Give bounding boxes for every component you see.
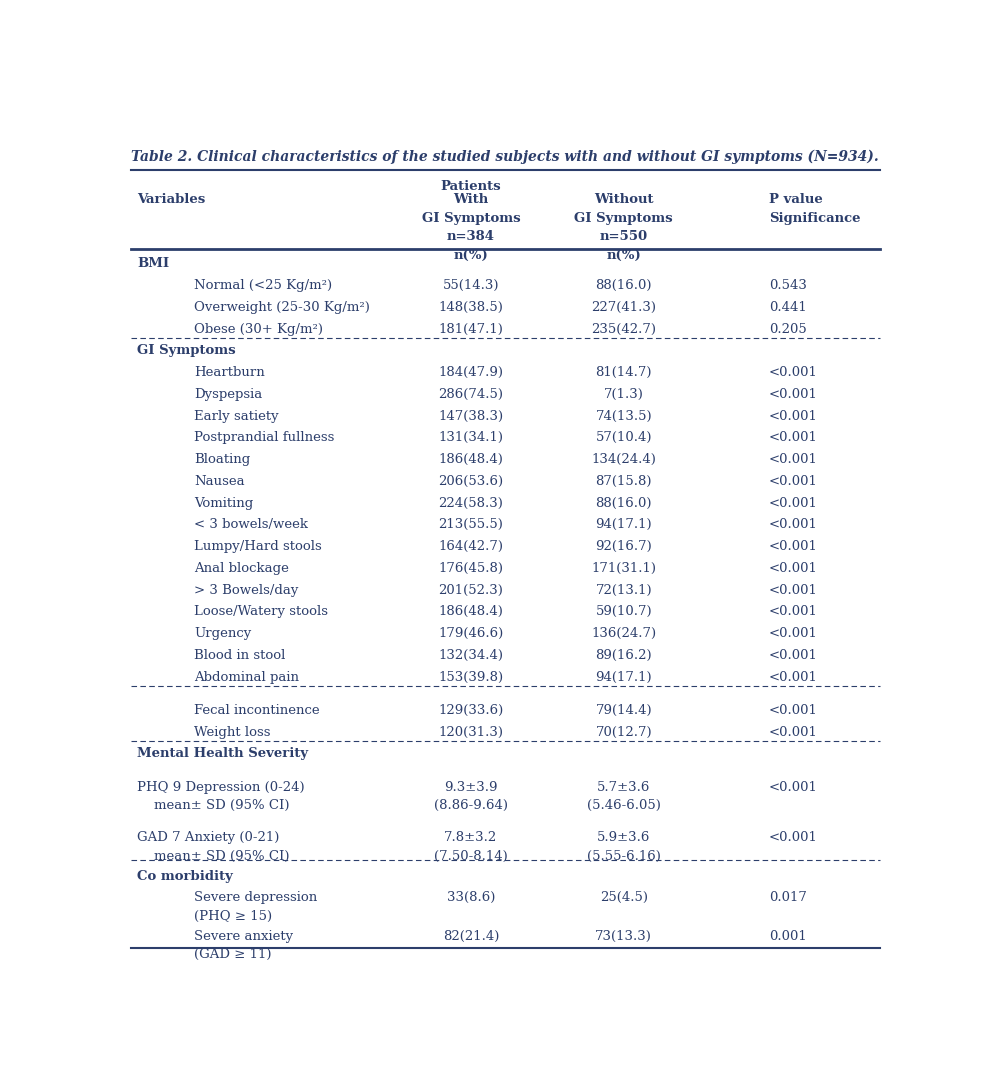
Text: Severe depression
(PHQ ≥ 15): Severe depression (PHQ ≥ 15) — [194, 892, 317, 923]
Text: Patients: Patients — [441, 179, 501, 192]
Text: 179(46.6): 179(46.6) — [439, 627, 504, 640]
Text: Variables: Variables — [137, 193, 205, 206]
Text: <0.001: <0.001 — [769, 431, 817, 444]
Text: 186(48.4): 186(48.4) — [439, 453, 504, 466]
Text: 131(34.1): 131(34.1) — [439, 431, 504, 444]
Text: Mental Health Severity: Mental Health Severity — [137, 747, 309, 760]
Text: <0.001: <0.001 — [769, 475, 817, 488]
Text: 9.3±3.9
(8.86-9.64): 9.3±3.9 (8.86-9.64) — [434, 781, 508, 812]
Text: 176(45.8): 176(45.8) — [439, 561, 504, 574]
Text: <0.001: <0.001 — [769, 648, 817, 661]
Text: 286(74.5): 286(74.5) — [439, 388, 504, 401]
Text: <0.001: <0.001 — [769, 670, 817, 683]
Text: 0.543: 0.543 — [769, 279, 807, 292]
Text: 148(38.5): 148(38.5) — [439, 301, 504, 314]
Text: <0.001: <0.001 — [769, 366, 817, 379]
Text: 0.205: 0.205 — [769, 323, 807, 336]
Text: 5.7±3.6
(5.46-6.05): 5.7±3.6 (5.46-6.05) — [587, 781, 661, 812]
Text: > 3 Bowels/day: > 3 Bowels/day — [194, 583, 299, 596]
Text: 147(38.3): 147(38.3) — [439, 409, 504, 422]
Text: <0.001: <0.001 — [769, 409, 817, 422]
Text: 206(53.6): 206(53.6) — [439, 475, 504, 488]
Text: P value
Significance: P value Significance — [769, 193, 861, 225]
Text: <0.001: <0.001 — [769, 540, 817, 553]
Text: 94(17.1): 94(17.1) — [596, 518, 652, 531]
Text: Early satiety: Early satiety — [194, 409, 279, 422]
Text: GI Symptoms: GI Symptoms — [137, 344, 236, 357]
Text: 73(13.3): 73(13.3) — [596, 930, 652, 943]
Text: 79(14.4): 79(14.4) — [596, 704, 652, 717]
Text: Abdominal pain: Abdominal pain — [194, 670, 300, 683]
Text: 81(14.7): 81(14.7) — [596, 366, 652, 379]
Text: 87(15.8): 87(15.8) — [596, 475, 652, 488]
Text: 136(24.7): 136(24.7) — [592, 627, 657, 640]
Text: <0.001: <0.001 — [769, 561, 817, 574]
Text: 153(39.8): 153(39.8) — [439, 670, 504, 683]
Text: 235(42.7): 235(42.7) — [592, 323, 657, 336]
Text: Weight loss: Weight loss — [194, 725, 271, 738]
Text: 94(17.1): 94(17.1) — [596, 670, 652, 683]
Text: 59(10.7): 59(10.7) — [596, 605, 652, 618]
Text: 184(47.9): 184(47.9) — [439, 366, 504, 379]
Text: <0.001: <0.001 — [769, 831, 817, 844]
Text: 89(16.2): 89(16.2) — [596, 648, 652, 661]
Text: <0.001: <0.001 — [769, 627, 817, 640]
Text: 120(31.3): 120(31.3) — [439, 725, 504, 738]
Text: Urgency: Urgency — [194, 627, 251, 640]
Text: 171(31.1): 171(31.1) — [592, 561, 657, 574]
Text: <0.001: <0.001 — [769, 704, 817, 717]
Text: Blood in stool: Blood in stool — [194, 648, 286, 661]
Text: 25(4.5): 25(4.5) — [599, 892, 648, 905]
Text: Fecal incontinence: Fecal incontinence — [194, 704, 319, 717]
Text: 201(52.3): 201(52.3) — [439, 583, 504, 596]
Text: BMI: BMI — [137, 257, 170, 270]
Text: 55(14.3): 55(14.3) — [443, 279, 499, 292]
Text: <0.001: <0.001 — [769, 605, 817, 618]
Text: Normal (<25 Kg/m²): Normal (<25 Kg/m²) — [194, 279, 332, 292]
Text: 0.441: 0.441 — [769, 301, 807, 314]
Text: < 3 bowels/week: < 3 bowels/week — [194, 518, 309, 531]
Text: 129(33.6): 129(33.6) — [439, 704, 504, 717]
Text: Anal blockage: Anal blockage — [194, 561, 289, 574]
Text: <0.001: <0.001 — [769, 496, 817, 509]
Text: 227(41.3): 227(41.3) — [592, 301, 657, 314]
Text: 224(58.3): 224(58.3) — [439, 496, 504, 509]
Text: 74(13.5): 74(13.5) — [596, 409, 652, 422]
Text: 70(12.7): 70(12.7) — [596, 725, 652, 738]
Text: PHQ 9 Depression (0-24)
    mean± SD (95% CI): PHQ 9 Depression (0-24) mean± SD (95% CI… — [137, 781, 305, 812]
Text: 213(55.5): 213(55.5) — [439, 518, 504, 531]
Text: <0.001: <0.001 — [769, 583, 817, 596]
Text: 134(24.4): 134(24.4) — [592, 453, 657, 466]
Text: 181(47.1): 181(47.1) — [439, 323, 504, 336]
Text: Lumpy/Hard stools: Lumpy/Hard stools — [194, 540, 322, 553]
Text: 186(48.4): 186(48.4) — [439, 605, 504, 618]
Text: Obese (30+ Kg/m²): Obese (30+ Kg/m²) — [194, 323, 323, 336]
Text: 0.001: 0.001 — [769, 930, 807, 943]
Text: Dyspepsia: Dyspepsia — [194, 388, 262, 401]
Text: Loose/Watery stools: Loose/Watery stools — [194, 605, 328, 618]
Text: <0.001: <0.001 — [769, 453, 817, 466]
Text: Heartburn: Heartburn — [194, 366, 265, 379]
Text: 0.017: 0.017 — [769, 892, 807, 905]
Text: 7.8±3.2
(7.50-8.14): 7.8±3.2 (7.50-8.14) — [434, 831, 508, 862]
Text: Without
GI Symptoms
n=550
n(%): Without GI Symptoms n=550 n(%) — [575, 193, 673, 262]
Text: GAD 7 Anxiety (0-21)
    mean± SD (95% CI): GAD 7 Anxiety (0-21) mean± SD (95% CI) — [137, 831, 290, 862]
Text: 164(42.7): 164(42.7) — [439, 540, 504, 553]
Text: With
GI Symptoms
n=384
n(%): With GI Symptoms n=384 n(%) — [422, 193, 521, 262]
Text: <0.001: <0.001 — [769, 725, 817, 738]
Text: 92(16.7): 92(16.7) — [596, 540, 652, 553]
Text: <0.001: <0.001 — [769, 388, 817, 401]
Text: Co morbidity: Co morbidity — [137, 870, 233, 883]
Text: Bloating: Bloating — [194, 453, 250, 466]
Text: Overweight (25-30 Kg/m²): Overweight (25-30 Kg/m²) — [194, 301, 370, 314]
Text: 88(16.0): 88(16.0) — [596, 279, 652, 292]
Text: <0.001: <0.001 — [769, 781, 817, 794]
Text: 82(21.4): 82(21.4) — [443, 930, 499, 943]
Text: <0.001: <0.001 — [769, 518, 817, 531]
Text: 5.9±3.6
(5.55-6.16): 5.9±3.6 (5.55-6.16) — [587, 831, 661, 862]
Text: Table 2. Clinical characteristics of the studied subjects with and without GI sy: Table 2. Clinical characteristics of the… — [131, 150, 879, 164]
Text: Postprandial fullness: Postprandial fullness — [194, 431, 334, 444]
Text: 132(34.4): 132(34.4) — [439, 648, 504, 661]
Text: Severe anxiety
(GAD ≥ 11): Severe anxiety (GAD ≥ 11) — [194, 930, 294, 961]
Text: Nausea: Nausea — [194, 475, 245, 488]
